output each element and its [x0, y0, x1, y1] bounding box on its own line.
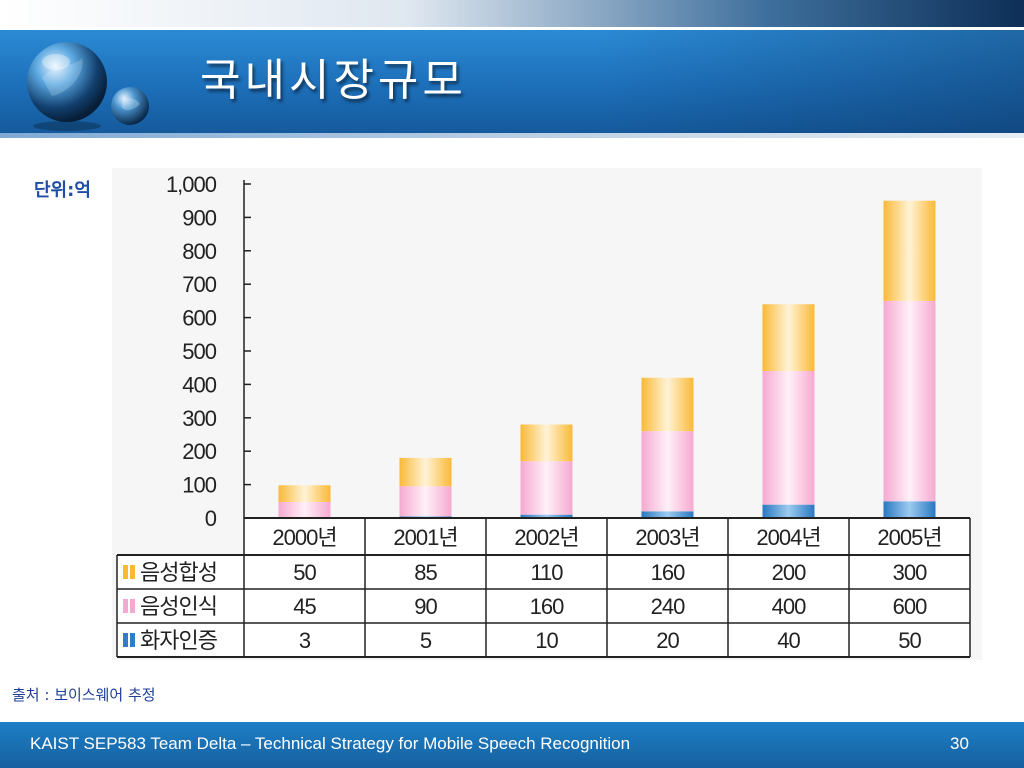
bar-segment-synthesis — [641, 377, 694, 432]
table-cell-value: 10 — [535, 628, 558, 653]
header-divider — [0, 133, 1024, 138]
table-cell-value: 5 — [420, 628, 432, 653]
table-cell-value: 600 — [893, 594, 927, 619]
legend-label: 음성인식 — [140, 595, 217, 620]
table-cell-value: 400 — [772, 594, 806, 619]
table-cell-value: 200 — [772, 560, 806, 585]
bar-segment-synthesis — [883, 200, 936, 301]
x-category-label: 2005년 — [877, 525, 941, 550]
y-tick-label: 900 — [182, 205, 216, 230]
table-cell-value: 50 — [293, 560, 316, 585]
legend-swatch — [130, 565, 135, 579]
y-tick-label: 700 — [182, 272, 216, 297]
table-cell-value: 50 — [898, 628, 921, 653]
table-cell-value: 90 — [414, 594, 437, 619]
page-number: 30 — [950, 734, 969, 753]
legend-swatch — [123, 633, 128, 647]
bar-segment-recognition — [520, 461, 573, 515]
legend-label: 화자인증 — [140, 629, 218, 654]
x-category-label: 2001년 — [393, 525, 457, 550]
footer-bar — [0, 722, 1024, 768]
x-category-label: 2004년 — [756, 525, 820, 550]
globe-logo-icon — [27, 42, 149, 131]
y-tick-label: 1,000 — [166, 172, 217, 197]
bar-segment-verification — [641, 511, 694, 518]
page-title: 국내시장규모 — [200, 55, 467, 106]
legend-label: 음성합성 — [140, 561, 217, 586]
unit-label: 단위:억 — [34, 180, 91, 201]
legend-swatch — [123, 565, 128, 579]
table-cell-value: 160 — [530, 594, 564, 619]
x-category-label: 2000년 — [272, 525, 336, 550]
legend-swatch — [130, 633, 135, 647]
table-cell-value: 160 — [651, 560, 685, 585]
legend-swatch — [123, 599, 128, 613]
y-tick-label: 400 — [182, 372, 216, 397]
y-tick-label: 300 — [182, 406, 216, 431]
bar-segment-verification — [762, 504, 815, 518]
y-tick-label: 800 — [182, 239, 216, 264]
x-category-label: 2003년 — [635, 525, 699, 550]
table-cell-value: 240 — [651, 594, 685, 619]
table-body-background — [117, 555, 970, 657]
bar-segment-verification — [520, 514, 573, 518]
footer-text: KAIST SEP583 Team Delta – Technical Stra… — [30, 734, 631, 753]
bar-segment-recognition — [883, 300, 936, 502]
bar-segment-synthesis — [278, 485, 331, 502]
table-cell-value: 3 — [299, 628, 311, 653]
top-stripe — [0, 0, 1024, 27]
x-category-label: 2002년 — [514, 525, 578, 550]
table-cell-value: 110 — [530, 560, 563, 585]
y-tick-label: 500 — [182, 339, 216, 364]
bar-segment-synthesis — [520, 424, 573, 462]
y-tick-label: 0 — [205, 506, 217, 531]
bar-segment-synthesis — [762, 304, 815, 372]
header-shade — [600, 30, 1024, 133]
y-tick-label: 600 — [182, 306, 216, 331]
bar-segment-recognition — [278, 501, 331, 517]
bar-segment-verification — [883, 501, 936, 518]
y-tick-label: 100 — [182, 473, 216, 498]
bar-segment-recognition — [641, 431, 694, 512]
source-note: 출처 : 보이스웨어 추정 — [12, 686, 156, 704]
table-cell-value: 85 — [414, 560, 437, 585]
bar-segment-recognition — [762, 371, 815, 505]
legend-swatch — [130, 599, 135, 613]
y-tick-label: 200 — [182, 439, 216, 464]
bar-segment-recognition — [399, 486, 452, 517]
table-cell-value: 300 — [893, 560, 927, 585]
bar-segment-synthesis — [399, 457, 452, 487]
table-cell-value: 40 — [777, 628, 800, 653]
table-cell-value: 45 — [293, 594, 316, 619]
table-cell-value: 20 — [656, 628, 679, 653]
header-band — [0, 30, 1024, 133]
